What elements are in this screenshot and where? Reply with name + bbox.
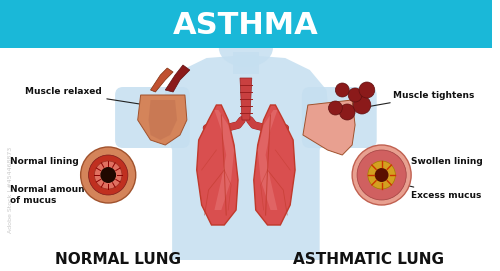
Polygon shape xyxy=(165,65,190,92)
Polygon shape xyxy=(303,100,355,155)
Circle shape xyxy=(359,82,375,98)
Polygon shape xyxy=(254,105,295,225)
Text: Normal lining: Normal lining xyxy=(10,157,88,168)
Polygon shape xyxy=(240,78,252,120)
Circle shape xyxy=(368,161,396,189)
Text: Excess mucus: Excess mucus xyxy=(408,186,482,199)
Text: ASTHMATIC LUNG: ASTHMATIC LUNG xyxy=(294,253,444,267)
Bar xyxy=(233,52,258,74)
Polygon shape xyxy=(148,100,177,140)
Ellipse shape xyxy=(219,29,273,67)
Circle shape xyxy=(80,147,136,203)
Circle shape xyxy=(353,96,371,114)
Polygon shape xyxy=(138,95,187,145)
Polygon shape xyxy=(162,55,330,260)
FancyBboxPatch shape xyxy=(115,87,190,148)
Circle shape xyxy=(375,168,388,182)
Text: Swollen lining: Swollen lining xyxy=(407,157,483,168)
Circle shape xyxy=(352,145,411,205)
Text: ASTHMA: ASTHMA xyxy=(173,11,319,40)
Circle shape xyxy=(100,167,116,183)
Polygon shape xyxy=(196,105,238,225)
Polygon shape xyxy=(258,110,278,210)
Text: Adobe Stock | #454468873: Adobe Stock | #454468873 xyxy=(8,147,14,233)
Circle shape xyxy=(340,104,355,120)
Text: Muscle relaxed: Muscle relaxed xyxy=(24,88,162,108)
Text: Normal amount
of mucus: Normal amount of mucus xyxy=(10,182,94,205)
FancyBboxPatch shape xyxy=(302,87,376,148)
Circle shape xyxy=(328,101,342,115)
Bar xyxy=(0,0,492,48)
Circle shape xyxy=(88,155,128,195)
Text: NORMAL LUNG: NORMAL LUNG xyxy=(55,253,181,267)
Text: Muscle tightens: Muscle tightens xyxy=(352,91,475,109)
Circle shape xyxy=(348,88,362,102)
Polygon shape xyxy=(150,68,173,92)
Circle shape xyxy=(357,150,406,200)
Polygon shape xyxy=(214,110,234,210)
Circle shape xyxy=(336,83,349,97)
Circle shape xyxy=(94,161,122,189)
